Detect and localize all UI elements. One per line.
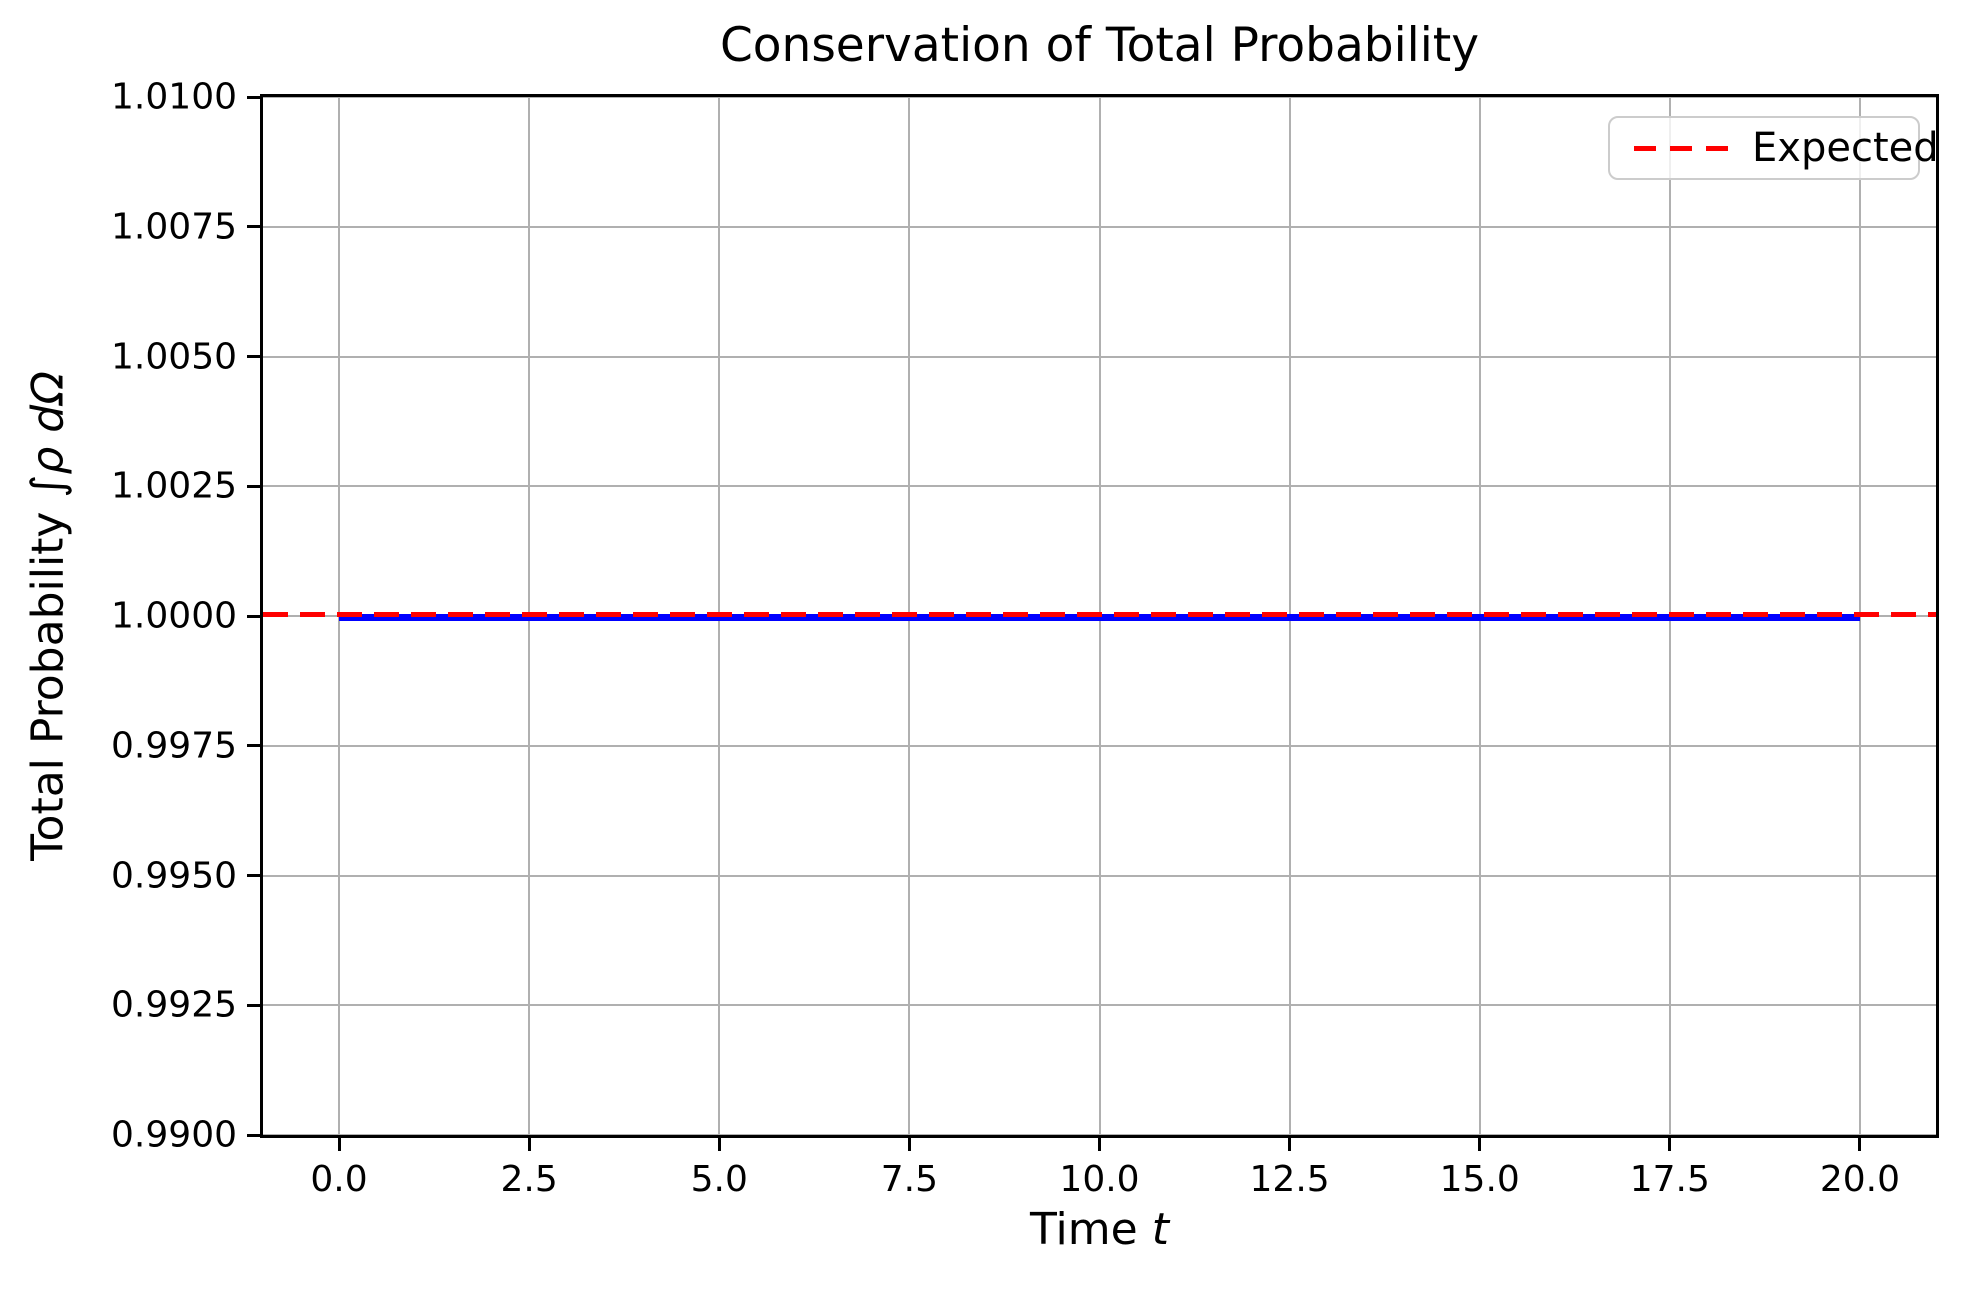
x-tick-label: 2.5 <box>500 1159 558 1200</box>
legend: Expected <box>1608 116 1939 180</box>
plot-area: Expected 0.0 2.5 5.0 7.5 10.0 12.5 15.0 17.5 20.… <box>111 77 1939 1200</box>
y-tick-label: 0.9950 <box>111 855 237 896</box>
y-tick-mark <box>247 744 260 748</box>
legend-dashed-line-sample <box>1634 145 1728 151</box>
y-tick-label: 1.0050 <box>111 336 237 377</box>
y-tick-label: 1.0000 <box>111 595 237 637</box>
x-axis-label: Time t <box>263 1204 1936 1255</box>
y-gridline <box>263 874 1936 877</box>
x-tick-mark <box>527 1138 531 1151</box>
x-tick-mark <box>1668 1138 1672 1151</box>
y-tick-mark <box>247 614 260 618</box>
y-gridline <box>263 225 1936 228</box>
x-tick-mark <box>1288 1138 1292 1151</box>
x-tick-mark <box>1858 1138 1862 1151</box>
x-axis-label-text: Time <box>1030 1204 1152 1255</box>
y-tick-mark <box>247 1133 260 1137</box>
y-gridline <box>263 744 1936 747</box>
y-tick-label: 1.0025 <box>111 465 237 507</box>
x-tick-label: 20.0 <box>1819 1159 1901 1200</box>
y-tick-mark <box>247 1003 260 1007</box>
y-gridline <box>263 1004 1936 1007</box>
x-tick-label: 12.5 <box>1249 1159 1330 1200</box>
y-tick-label: 0.9900 <box>111 1114 237 1156</box>
top-spine <box>260 94 1939 97</box>
x-tick-label: 7.5 <box>880 1159 939 1200</box>
series-line-computed-solid <box>339 614 1860 621</box>
x-tick-mark <box>1098 1138 1101 1151</box>
y-axis-label-text: Total Probability <box>22 497 74 861</box>
y-tick-mark <box>247 95 260 99</box>
y-tick-label: 1.0075 <box>111 206 237 248</box>
x-tick-mark <box>717 1138 721 1151</box>
y-tick-label: 1.0100 <box>111 76 237 118</box>
y-tick-mark <box>247 484 260 488</box>
x-tick-mark <box>1478 1138 1482 1151</box>
y-gridline <box>263 96 1936 98</box>
chart-title: Conservation of Total Probability <box>719 18 1480 73</box>
y-axis-label: Total Probability ∫ρ dΩ <box>23 371 74 861</box>
series-line-expected-dashed <box>263 612 1936 617</box>
y-tick-label: 0.9975 <box>111 725 237 767</box>
x-axis-label-variable: t <box>1151 1204 1169 1255</box>
x-tick-label: 10.0 <box>1059 1159 1140 1200</box>
x-tick-label: 0.0 <box>310 1159 368 1200</box>
y-tick-label: 0.9925 <box>111 984 237 1026</box>
x-tick-label: 17.5 <box>1629 1159 1710 1200</box>
left-spine <box>260 94 263 1138</box>
y-axis-label-math: ∫ρ dΩ <box>22 371 74 498</box>
y-tick-mark <box>247 225 260 229</box>
right-spine <box>1936 94 1939 1138</box>
y-gridline <box>263 485 1936 488</box>
legend-label-expected: Expected <box>1752 125 1939 171</box>
x-tick-label: 5.0 <box>690 1159 748 1200</box>
x-tick-mark <box>907 1138 911 1151</box>
x-tick-mark <box>337 1138 341 1151</box>
y-tick-mark <box>247 355 260 358</box>
bottom-spine <box>260 1135 1939 1138</box>
y-gridline <box>263 355 1936 358</box>
x-tick-label: 15.0 <box>1439 1159 1520 1200</box>
y-tick-mark <box>247 874 260 877</box>
